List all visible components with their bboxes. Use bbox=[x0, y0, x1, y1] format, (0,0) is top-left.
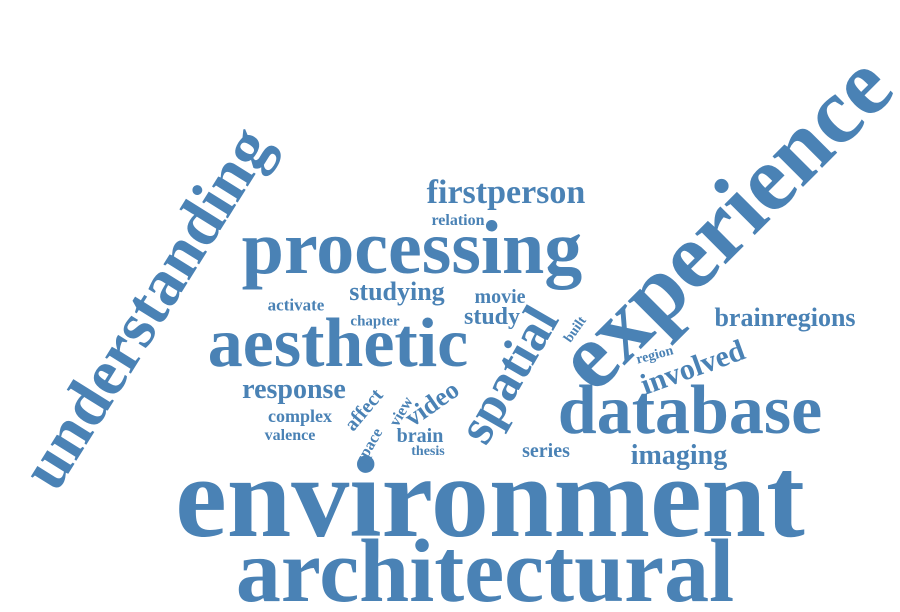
word-relation: relation bbox=[431, 212, 485, 229]
word-aesthetic: aesthetic bbox=[207, 305, 469, 382]
word-movie: movie bbox=[474, 286, 526, 308]
word-studying: studying bbox=[349, 277, 445, 306]
word-database: database bbox=[557, 372, 823, 449]
word-affect: affect bbox=[340, 384, 388, 436]
word-chapter: chapter bbox=[350, 313, 400, 330]
word-complex: complex bbox=[268, 406, 332, 426]
word-response: response bbox=[242, 374, 346, 405]
word-study: study bbox=[463, 304, 521, 330]
word-series: series bbox=[522, 440, 570, 462]
word-activate: activate bbox=[267, 295, 325, 315]
word-architectural: architectural bbox=[235, 522, 735, 612]
word-firstperson: firstperson bbox=[426, 174, 586, 211]
word-thesis: thesis bbox=[411, 444, 445, 459]
word-environment: environment bbox=[175, 434, 805, 562]
word-imaging: imaging bbox=[630, 440, 728, 471]
word-brainregions: brainregions bbox=[714, 303, 856, 332]
word-processing: processing bbox=[241, 206, 583, 290]
word-brain: brain bbox=[396, 425, 444, 447]
word-valence: valence bbox=[264, 427, 316, 444]
